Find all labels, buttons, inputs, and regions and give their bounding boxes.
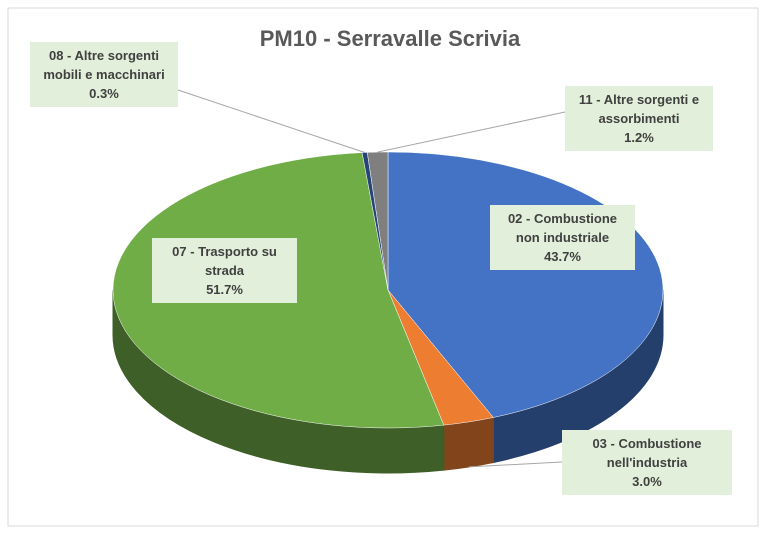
category-label: 11 - Altre sorgenti e assorbimenti bbox=[578, 92, 700, 126]
leader-line bbox=[177, 89, 365, 153]
pie-sides bbox=[112, 289, 664, 474]
value-label: 0.3% bbox=[89, 86, 119, 101]
value-label: 1.2% bbox=[624, 130, 654, 145]
chart-title: PM10 - Serravalle Scrivia bbox=[260, 26, 521, 51]
value-label: 43.7% bbox=[544, 249, 581, 264]
data-label: 11 - Altre sorgenti e assorbimenti 1.2% bbox=[565, 86, 713, 151]
category-label: 07 - Trasporto su strada bbox=[172, 244, 277, 278]
data-label: 03 - Combustione nell'industria 3.0% bbox=[562, 430, 732, 495]
value-label: 51.7% bbox=[206, 282, 243, 297]
category-label: 08 - Altre sorgenti mobili e macchinari bbox=[43, 48, 165, 82]
slice-side bbox=[443, 416, 494, 471]
data-label: 07 - Trasporto su strada 51.7% bbox=[152, 238, 297, 303]
category-label: 03 - Combustione nell'industria bbox=[592, 436, 702, 470]
leader-line bbox=[468, 461, 563, 468]
leader-line bbox=[377, 111, 566, 153]
slice bbox=[366, 151, 389, 291]
data-label: 02 - Combustione non industriale 43.7% bbox=[490, 205, 635, 270]
value-label: 3.0% bbox=[632, 474, 662, 489]
data-label: 08 - Altre sorgenti mobili e macchinari 0… bbox=[30, 42, 178, 107]
category-label: 02 - Combustione non industriale bbox=[507, 211, 618, 245]
